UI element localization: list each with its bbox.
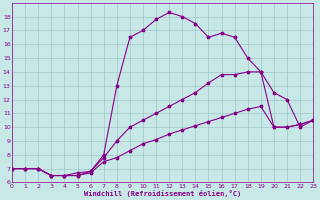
X-axis label: Windchill (Refroidissement éolien,°C): Windchill (Refroidissement éolien,°C) xyxy=(84,190,241,197)
